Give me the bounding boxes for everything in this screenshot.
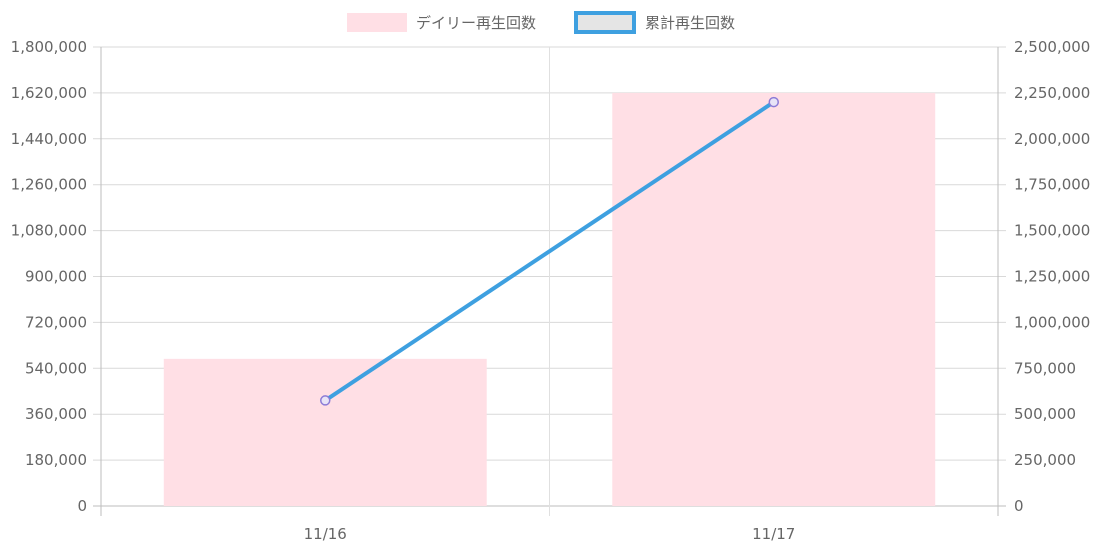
legend-label-line: 累計再生回数	[645, 14, 735, 32]
line-series	[320, 96, 779, 406]
x-axis: 11/16 11/17	[304, 525, 796, 543]
right-tick-label: 0	[1014, 497, 1024, 515]
left-tick-label: 360,000	[25, 405, 87, 423]
left-tick-label: 180,000	[25, 451, 87, 469]
line-point	[320, 395, 331, 406]
left-tick-label: 900,000	[25, 268, 87, 286]
right-tick-label: 750,000	[1014, 359, 1076, 377]
right-tick-label: 1,750,000	[1014, 176, 1090, 194]
bar	[163, 358, 487, 506]
right-tick-label: 500,000	[1014, 405, 1076, 423]
right-tick-label: 1,250,000	[1014, 268, 1090, 286]
left-y-axis: 0 180,000 360,000 540,000 720,000 900,000 1,08…	[11, 38, 87, 515]
right-tick-label: 2,000,000	[1014, 130, 1090, 148]
left-tick-label: 0	[77, 497, 87, 515]
left-tick-label: 1,080,000	[11, 222, 87, 240]
left-tick-label: 720,000	[25, 313, 87, 331]
left-tick-label: 1,260,000	[11, 176, 87, 194]
x-tick-label: 11/16	[304, 525, 347, 543]
legend: デイリー再生回数 累計再生回数	[347, 11, 735, 34]
right-tick-label: 2,250,000	[1014, 84, 1090, 102]
right-y-axis: 0 250,000 500,000 750,000 1,000,000 1,250,000…	[1014, 38, 1090, 515]
right-tick-label: 250,000	[1014, 451, 1076, 469]
left-tick-label: 1,620,000	[11, 84, 87, 102]
right-tick-label: 2,500,000	[1014, 38, 1090, 56]
right-tick-label: 1,000,000	[1014, 313, 1090, 331]
legend-swatch-bar	[347, 13, 407, 32]
line-point	[768, 96, 779, 108]
left-tick-label: 540,000	[25, 359, 87, 377]
left-tick-label: 1,440,000	[11, 130, 87, 148]
series-line	[324, 100, 775, 403]
left-tick-label: 1,800,000	[11, 38, 87, 56]
bar-series	[163, 92, 936, 507]
legend-swatch-line	[574, 11, 636, 34]
x-tick-label: 11/17	[752, 525, 795, 543]
right-tick-label: 1,500,000	[1014, 222, 1090, 240]
legend-label-bar: デイリー再生回数	[416, 14, 536, 32]
bar	[612, 92, 936, 507]
